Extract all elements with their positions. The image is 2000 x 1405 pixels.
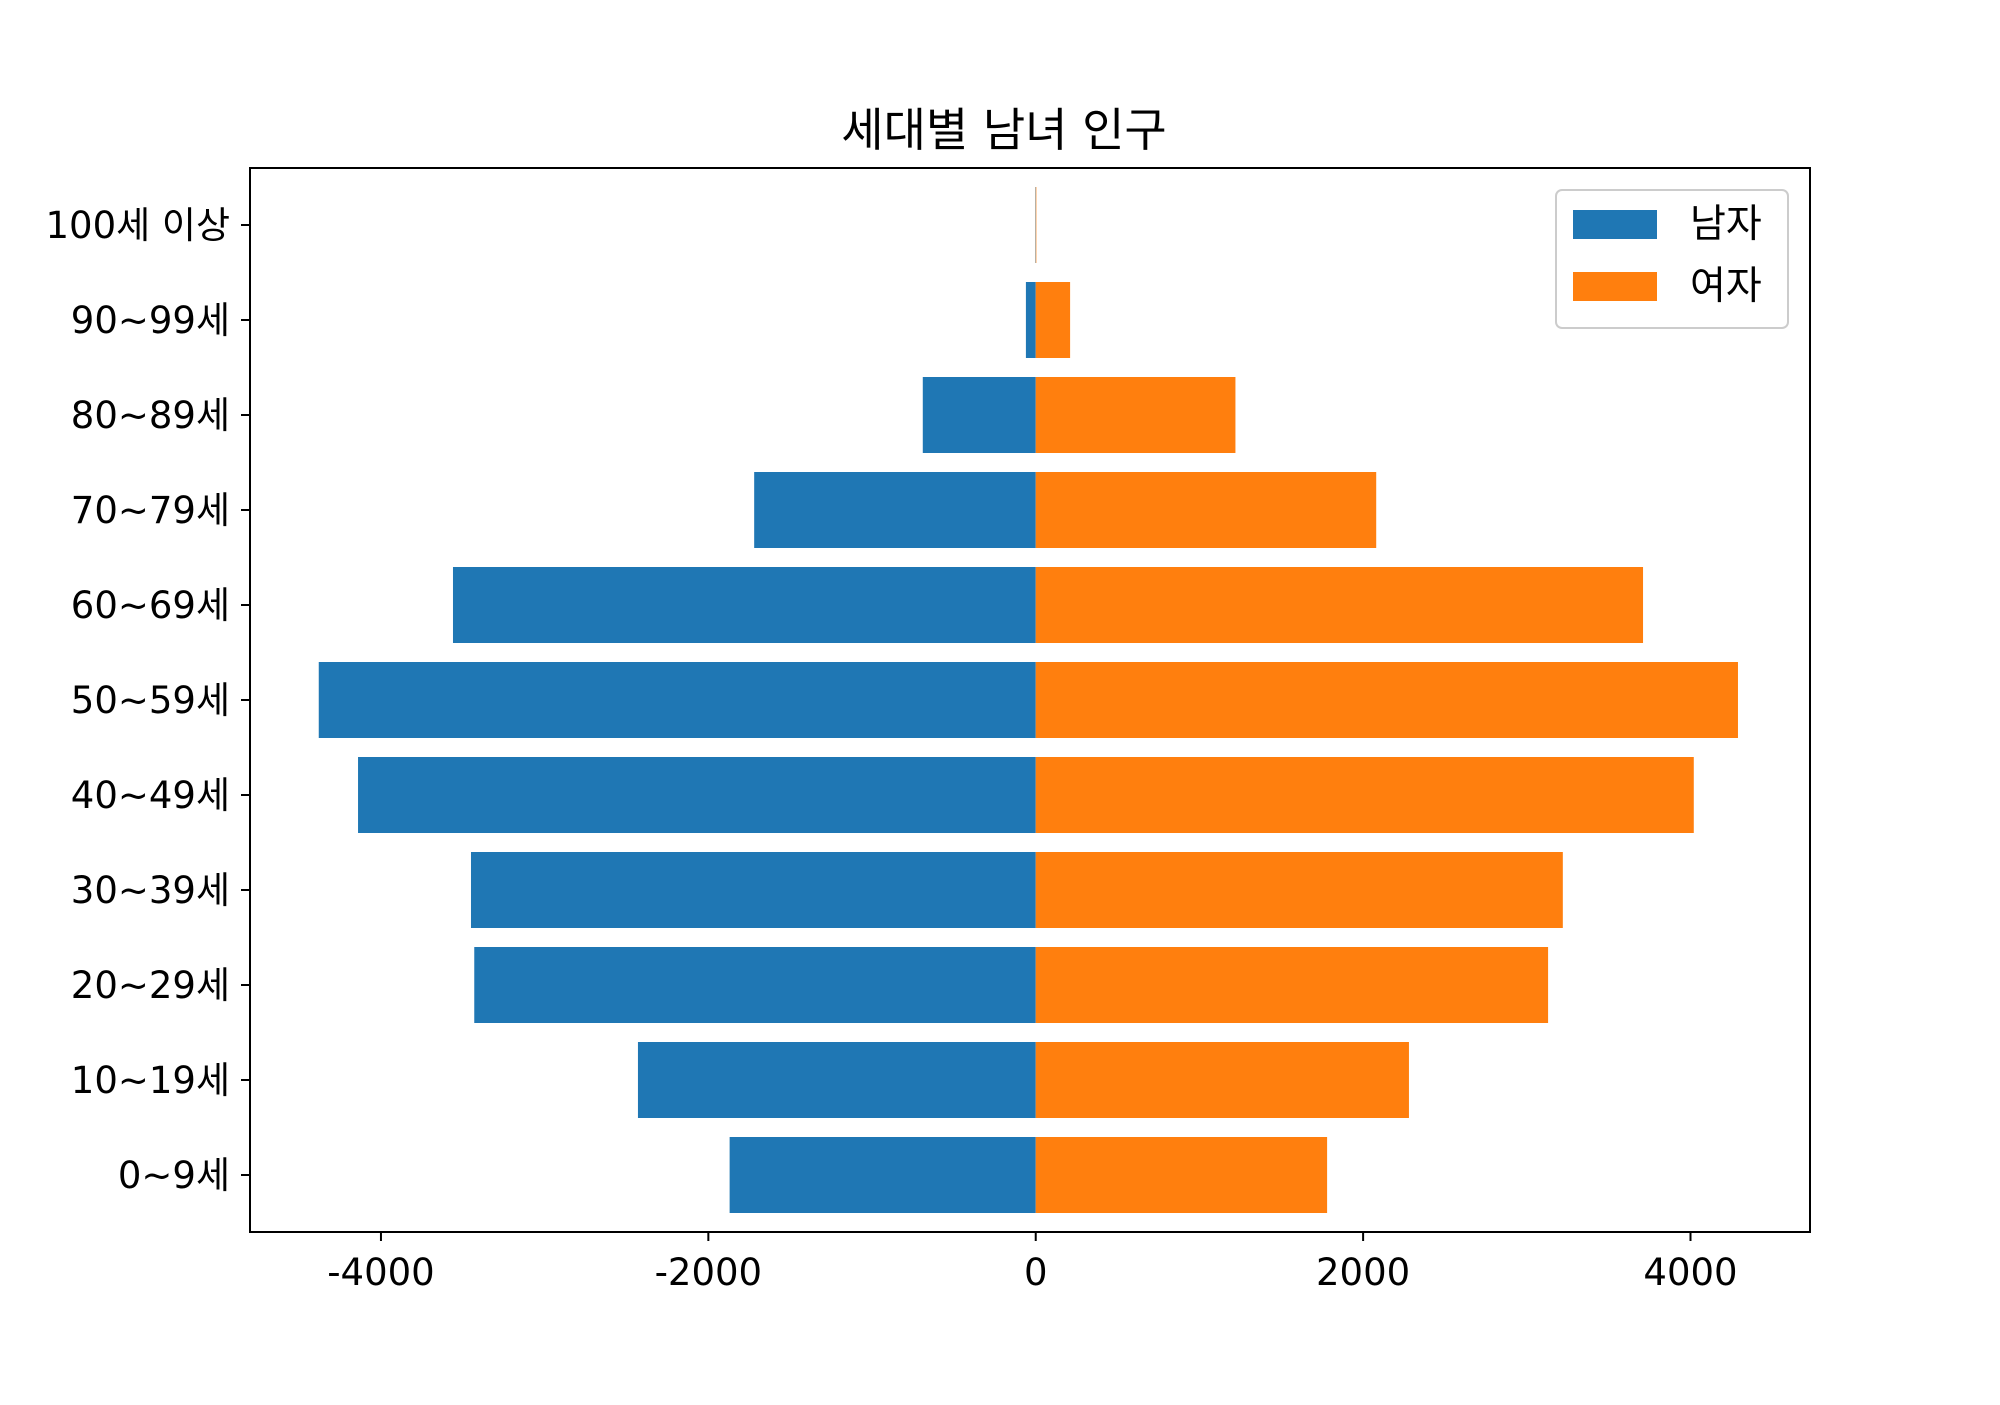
bar-female-10-19	[1035, 1042, 1409, 1118]
legend-swatch-male	[1573, 210, 1657, 239]
bar-female-70-79	[1035, 472, 1377, 548]
bar-male-30-39	[470, 852, 1036, 928]
bar-female-30-39	[1035, 852, 1563, 928]
legend-label-male: 남자	[1690, 202, 1762, 247]
legend-swatch-female	[1573, 272, 1657, 301]
bars-layer	[318, 187, 1738, 1213]
y-tick-label: 10~19세	[71, 1059, 230, 1102]
x-tick-label: -4000	[327, 1251, 435, 1294]
bar-female-80-89	[1035, 377, 1236, 453]
bar-male-70-79	[754, 472, 1036, 548]
x-tick-label: 4000	[1643, 1251, 1737, 1294]
bar-female-60-69	[1035, 567, 1644, 643]
y-tick-label: 60~69세	[71, 584, 230, 627]
chart-title: 세대별 남녀 인구	[841, 103, 1166, 157]
legend: 남자 여자	[1555, 189, 1789, 329]
y-tick-label: 90~99세	[71, 299, 230, 342]
y-tick-label: 70~79세	[71, 489, 230, 532]
bar-female-100-	[1035, 187, 1037, 263]
bar-female-0-9	[1035, 1137, 1328, 1213]
bar-male-90-99	[1025, 282, 1036, 358]
bar-male-100-	[1035, 187, 1037, 263]
y-tick-label: 50~59세	[71, 679, 230, 722]
x-tick-label: 0	[1024, 1251, 1048, 1294]
y-tick-label: 30~39세	[71, 869, 230, 912]
bar-female-90-99	[1035, 282, 1071, 358]
x-tick-label: -2000	[655, 1251, 763, 1294]
y-tick-label: 100세 이상	[45, 204, 230, 247]
x-tick-label: 2000	[1316, 1251, 1410, 1294]
bar-male-10-19	[637, 1042, 1036, 1118]
y-tick-label: 20~29세	[71, 964, 230, 1007]
bar-male-80-89	[922, 377, 1036, 453]
bar-male-60-69	[452, 567, 1036, 643]
legend-label-female: 여자	[1690, 264, 1762, 309]
y-tick-label: 80~89세	[71, 394, 230, 437]
bar-female-40-49	[1035, 757, 1694, 833]
y-tick-label: 0~9세	[118, 1154, 230, 1197]
bar-male-40-49	[358, 757, 1036, 833]
bar-male-0-9	[729, 1137, 1036, 1213]
bar-male-50-59	[318, 662, 1036, 738]
bar-female-50-59	[1035, 662, 1738, 738]
bar-female-20-29	[1035, 947, 1549, 1023]
ticks-layer: -4000 -2000 0 2000 4000 0~9세 10~19세 20~29세 30~39…	[45, 204, 1737, 1294]
y-tick-label: 40~49세	[71, 774, 230, 817]
bar-male-20-29	[474, 947, 1036, 1023]
